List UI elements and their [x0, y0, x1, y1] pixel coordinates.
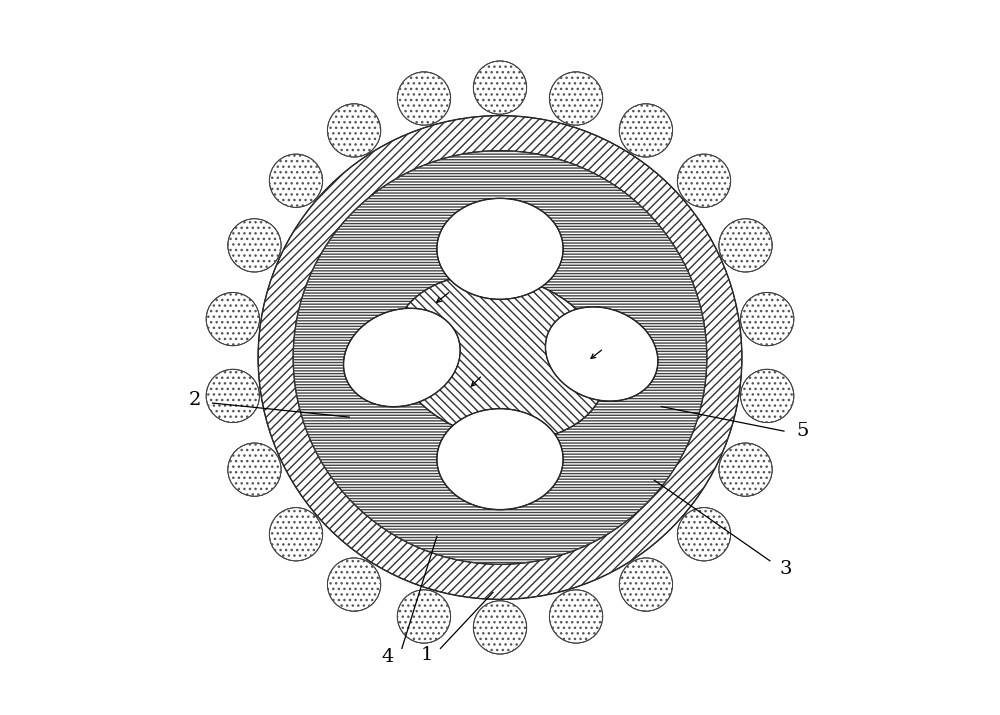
Circle shape: [258, 116, 742, 599]
Ellipse shape: [393, 275, 607, 440]
Circle shape: [228, 443, 281, 496]
Circle shape: [397, 72, 451, 125]
Text: 3: 3: [780, 561, 792, 578]
Circle shape: [473, 601, 527, 654]
Circle shape: [619, 104, 673, 157]
Ellipse shape: [437, 409, 563, 510]
Circle shape: [206, 369, 259, 423]
Circle shape: [228, 219, 281, 272]
Text: 1: 1: [420, 646, 433, 664]
Circle shape: [549, 590, 603, 643]
Text: 5: 5: [797, 422, 809, 440]
Circle shape: [677, 154, 731, 207]
Circle shape: [741, 369, 794, 423]
Circle shape: [293, 151, 707, 564]
Ellipse shape: [545, 307, 658, 401]
Circle shape: [397, 590, 451, 643]
Circle shape: [269, 154, 323, 207]
Ellipse shape: [344, 308, 460, 407]
Circle shape: [619, 558, 673, 611]
Text: 4: 4: [382, 648, 394, 666]
Circle shape: [206, 292, 259, 346]
Text: 2: 2: [189, 390, 201, 408]
Circle shape: [327, 104, 381, 157]
Circle shape: [741, 292, 794, 346]
Circle shape: [677, 508, 731, 561]
Circle shape: [549, 72, 603, 125]
Circle shape: [719, 219, 772, 272]
Circle shape: [327, 558, 381, 611]
Circle shape: [473, 61, 527, 114]
Circle shape: [269, 508, 323, 561]
Ellipse shape: [437, 198, 563, 300]
Circle shape: [719, 443, 772, 496]
